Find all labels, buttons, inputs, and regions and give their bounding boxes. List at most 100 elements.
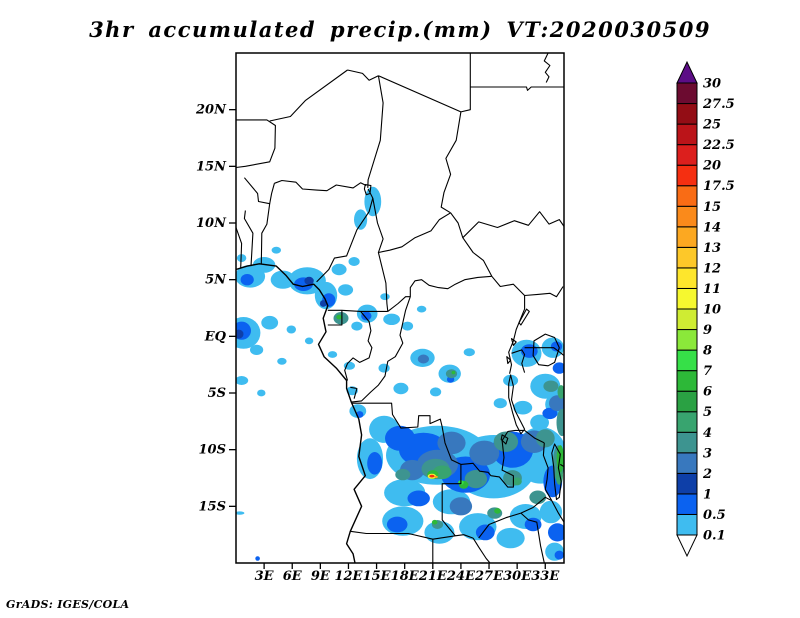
country-border <box>377 252 389 312</box>
precip-area <box>343 361 355 370</box>
country-border <box>524 286 564 298</box>
colorbar-label: 13 <box>703 241 721 256</box>
x-axis-label: 6E <box>283 569 303 584</box>
precip-area <box>250 344 264 355</box>
precip-area <box>338 284 354 296</box>
precip-area <box>469 440 500 466</box>
colorbar-label: 4 <box>703 426 712 441</box>
precip-area <box>437 431 466 455</box>
precip-area <box>416 305 427 313</box>
precip-area <box>494 508 501 514</box>
precip-area <box>463 348 475 357</box>
y-axis-label: 15N <box>196 159 227 174</box>
precip-area <box>393 382 409 395</box>
colorbar-segment <box>676 390 698 413</box>
precip-area <box>434 475 438 478</box>
x-axis-label: 24E <box>446 569 476 584</box>
precip-area <box>496 527 525 549</box>
precip-area <box>556 408 564 437</box>
precip-area <box>451 370 456 375</box>
colorbar-segment <box>676 411 698 433</box>
country-border <box>316 188 374 283</box>
precip-area <box>557 385 564 399</box>
precip-area <box>552 362 564 374</box>
precip-area <box>539 500 563 524</box>
precip-area <box>431 519 438 525</box>
country-border <box>351 275 492 403</box>
colorbar-segment <box>676 287 698 310</box>
precip-area <box>351 321 363 331</box>
country-border <box>542 442 553 501</box>
colorbar-label: 27.5 <box>702 97 735 112</box>
precip-area <box>354 209 368 230</box>
colorbar-label: 1 <box>703 487 712 502</box>
plot-title: 3hr accumulated precip.(mm) VT:202003050… <box>89 17 711 42</box>
precip-area <box>395 468 411 481</box>
colorbar-segment <box>676 164 698 187</box>
lake-outline <box>363 183 372 196</box>
precip-area <box>380 293 390 301</box>
borders-layer <box>236 53 564 563</box>
colorbar-label: 3 <box>703 446 712 461</box>
colorbar-label: 17.5 <box>703 179 735 194</box>
colorbar-label: 30 <box>703 77 721 92</box>
colorbar-segment <box>676 103 698 125</box>
precip-area <box>383 313 400 325</box>
precip-area <box>385 425 415 451</box>
country-border <box>387 296 411 312</box>
colorbar-segment <box>676 308 698 331</box>
lake-outline <box>500 434 509 445</box>
country-border <box>243 210 254 267</box>
colorbar-label: 0.1 <box>703 529 726 544</box>
country-border <box>274 179 367 192</box>
grads-credit: GrADS: IGES/COLA <box>6 598 130 611</box>
colorbar-arrow-top <box>676 60 698 84</box>
colorbar-segment <box>676 144 698 166</box>
colorbar-label: 9 <box>703 323 712 338</box>
country-border <box>491 275 526 310</box>
precip-area <box>513 400 533 415</box>
colorbar-label: 0.5 <box>703 508 726 523</box>
precip-area <box>271 246 281 254</box>
colorbar-segment <box>676 82 698 105</box>
country-border <box>243 177 275 205</box>
colorbar-arrow-bottom <box>676 534 698 558</box>
colorbar-label: 10 <box>703 303 721 318</box>
colorbar-label: 15 <box>703 200 721 215</box>
x-axis-label: 18E <box>391 569 420 584</box>
country-border <box>367 75 384 188</box>
precip-area <box>236 376 249 385</box>
precip-area <box>236 329 244 339</box>
precip-area <box>503 374 519 387</box>
x-axis-label: 12E <box>334 569 363 584</box>
precip-area <box>240 274 254 286</box>
country-border <box>472 537 491 563</box>
precip-area <box>520 344 538 358</box>
precip-area <box>464 470 488 489</box>
country-border <box>478 512 522 539</box>
precip-area <box>319 300 327 307</box>
country-border <box>441 464 462 537</box>
lake-outline <box>506 356 512 365</box>
x-axis-label: 33E <box>531 569 560 584</box>
colorbar-segment <box>676 370 698 392</box>
precip-layer <box>236 186 564 561</box>
precip-area <box>255 556 260 561</box>
colorbar-segment <box>676 349 698 372</box>
colorbar-segment <box>676 329 698 351</box>
colorbar-segment <box>676 267 698 289</box>
precip-area <box>543 380 559 392</box>
precip-area <box>401 321 414 331</box>
precip-area <box>277 357 287 365</box>
colorbar-segment <box>676 472 698 495</box>
precip-area <box>542 407 558 420</box>
precip-area <box>348 257 360 266</box>
country-border <box>327 309 388 312</box>
country-border <box>352 402 462 465</box>
precip-area <box>549 395 564 412</box>
precip-area <box>364 186 382 217</box>
y-axis-label: 5S <box>208 386 226 401</box>
x-axis-label: 3E <box>255 569 275 584</box>
precip-area <box>407 490 430 507</box>
